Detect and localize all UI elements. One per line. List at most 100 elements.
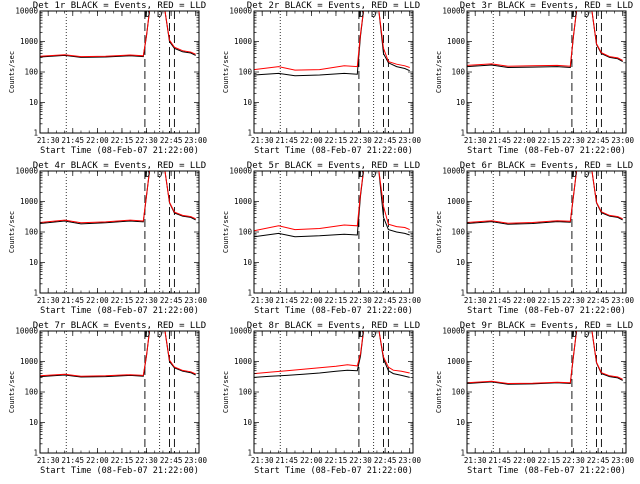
y-tick-label: 100 <box>451 228 465 237</box>
x-axis-label: Start Time (08-Feb-07 21:22:00) <box>467 466 626 476</box>
y-axis-label: Counts/sec <box>435 211 443 253</box>
chart-title: Det 1r BLACK = Events, RED = LLD <box>33 1 206 11</box>
y-axis-label: Counts/sec <box>8 371 16 413</box>
annotation-marker: D <box>359 330 364 340</box>
y-axis-label: Counts/sec <box>8 211 16 253</box>
series-line-events <box>40 11 196 58</box>
y-tick-label: 1000 <box>234 37 253 46</box>
x-tick-label: 22:30 <box>135 136 158 145</box>
chart-title: Det 7r BLACK = Events, RED = LLD <box>33 321 206 331</box>
plot-frame <box>39 10 200 134</box>
series-line-lld <box>40 331 196 377</box>
x-tick-label: 22:00 <box>513 296 536 305</box>
y-tick-label: 100 <box>238 228 252 237</box>
annotation-marker: D <box>572 170 577 180</box>
y-tick-label: 1000 <box>20 197 39 206</box>
series-line-lld <box>254 11 410 71</box>
x-tick-label: 22:30 <box>135 456 158 465</box>
y-axis-label: Counts/sec <box>222 51 230 93</box>
x-tick-label: 22:30 <box>349 456 372 465</box>
x-tick-label: 23:00 <box>611 136 634 145</box>
annotation-marker: D <box>145 170 150 180</box>
x-tick-label: 21:45 <box>275 456 298 465</box>
x-tick-label: 22:15 <box>538 456 561 465</box>
y-axis-label: Counts/sec <box>222 211 230 253</box>
x-tick-label: 22:15 <box>111 136 134 145</box>
annotation-marker: D <box>359 170 364 180</box>
y-tick-label: 1 <box>460 129 465 138</box>
series-line-events <box>467 171 623 225</box>
y-tick-label: 10000 <box>442 167 465 176</box>
x-tick-label: 22:30 <box>562 296 585 305</box>
series-line-lld <box>467 331 623 385</box>
y-axis-label: Counts/sec <box>435 371 443 413</box>
x-tick-label: 23:00 <box>184 456 207 465</box>
x-tick-label: 22:30 <box>135 296 158 305</box>
x-tick-label: 21:30 <box>464 296 487 305</box>
annotation-marker: D <box>371 170 376 180</box>
chart-title: Det 2r BLACK = Events, RED = LLD <box>247 1 420 11</box>
y-tick-label: 100 <box>238 68 252 77</box>
y-tick-label: 10000 <box>229 7 252 16</box>
x-tick-label: 21:30 <box>464 136 487 145</box>
x-axis-label: Start Time (08-Feb-07 21:22:00) <box>40 146 199 156</box>
x-tick-label: 22:15 <box>538 296 561 305</box>
x-tick-label: 21:30 <box>37 296 60 305</box>
x-axis-label: Start Time (08-Feb-07 21:22:00) <box>40 466 199 476</box>
x-tick-label: 22:45 <box>374 136 397 145</box>
y-tick-label: 10 <box>29 98 39 107</box>
series-line-lld <box>254 331 410 375</box>
x-tick-label: 21:45 <box>488 296 511 305</box>
y-tick-label: 10000 <box>442 7 465 16</box>
x-tick-label: 21:30 <box>251 136 274 145</box>
x-tick-label: 21:45 <box>61 296 84 305</box>
series-line-lld <box>467 11 623 67</box>
y-tick-label: 10000 <box>229 327 252 336</box>
x-tick-label: 22:15 <box>325 296 348 305</box>
x-tick-label: 22:45 <box>587 296 610 305</box>
y-tick-label: 100 <box>451 68 465 77</box>
x-tick-label: 21:30 <box>464 456 487 465</box>
series-line-lld <box>254 171 410 232</box>
x-tick-label: 23:00 <box>398 456 421 465</box>
y-tick-label: 1000 <box>20 357 39 366</box>
chart-title: Det 4r BLACK = Events, RED = LLD <box>33 161 206 171</box>
x-tick-label: 23:00 <box>398 136 421 145</box>
x-tick-label: 22:15 <box>538 136 561 145</box>
x-tick-label: 21:30 <box>37 456 60 465</box>
series-line-events <box>254 171 410 238</box>
y-tick-label: 1 <box>247 129 252 138</box>
annotation-marker: D <box>359 10 364 20</box>
y-tick-label: 1 <box>33 129 38 138</box>
y-tick-label: 100 <box>451 388 465 397</box>
x-axis-label: Start Time (08-Feb-07 21:22:00) <box>467 306 626 316</box>
annotation-marker: D <box>584 330 589 340</box>
y-tick-label: 10000 <box>15 7 38 16</box>
plot-frame <box>466 10 627 134</box>
x-tick-label: 22:00 <box>300 456 323 465</box>
x-tick-label: 22:30 <box>349 296 372 305</box>
y-tick-label: 1000 <box>20 37 39 46</box>
x-tick-label: 22:45 <box>374 296 397 305</box>
annotation-marker: D <box>157 330 162 340</box>
y-axis-label: Counts/sec <box>435 51 443 93</box>
y-tick-label: 10 <box>243 258 253 267</box>
x-tick-label: 22:30 <box>562 136 585 145</box>
x-tick-label: 22:00 <box>513 136 536 145</box>
x-tick-label: 21:45 <box>61 136 84 145</box>
y-tick-label: 10 <box>456 258 466 267</box>
x-axis-label: Start Time (08-Feb-07 21:22:00) <box>254 306 413 316</box>
plot-frame <box>253 10 414 134</box>
y-tick-label: 10 <box>456 98 466 107</box>
x-tick-label: 23:00 <box>611 456 634 465</box>
x-axis-label: Start Time (08-Feb-07 21:22:00) <box>40 306 199 316</box>
x-tick-label: 22:45 <box>587 456 610 465</box>
x-tick-label: 23:00 <box>184 136 207 145</box>
x-tick-label: 22:00 <box>513 456 536 465</box>
annotation-marker: D <box>371 330 376 340</box>
x-tick-label: 22:00 <box>86 136 109 145</box>
